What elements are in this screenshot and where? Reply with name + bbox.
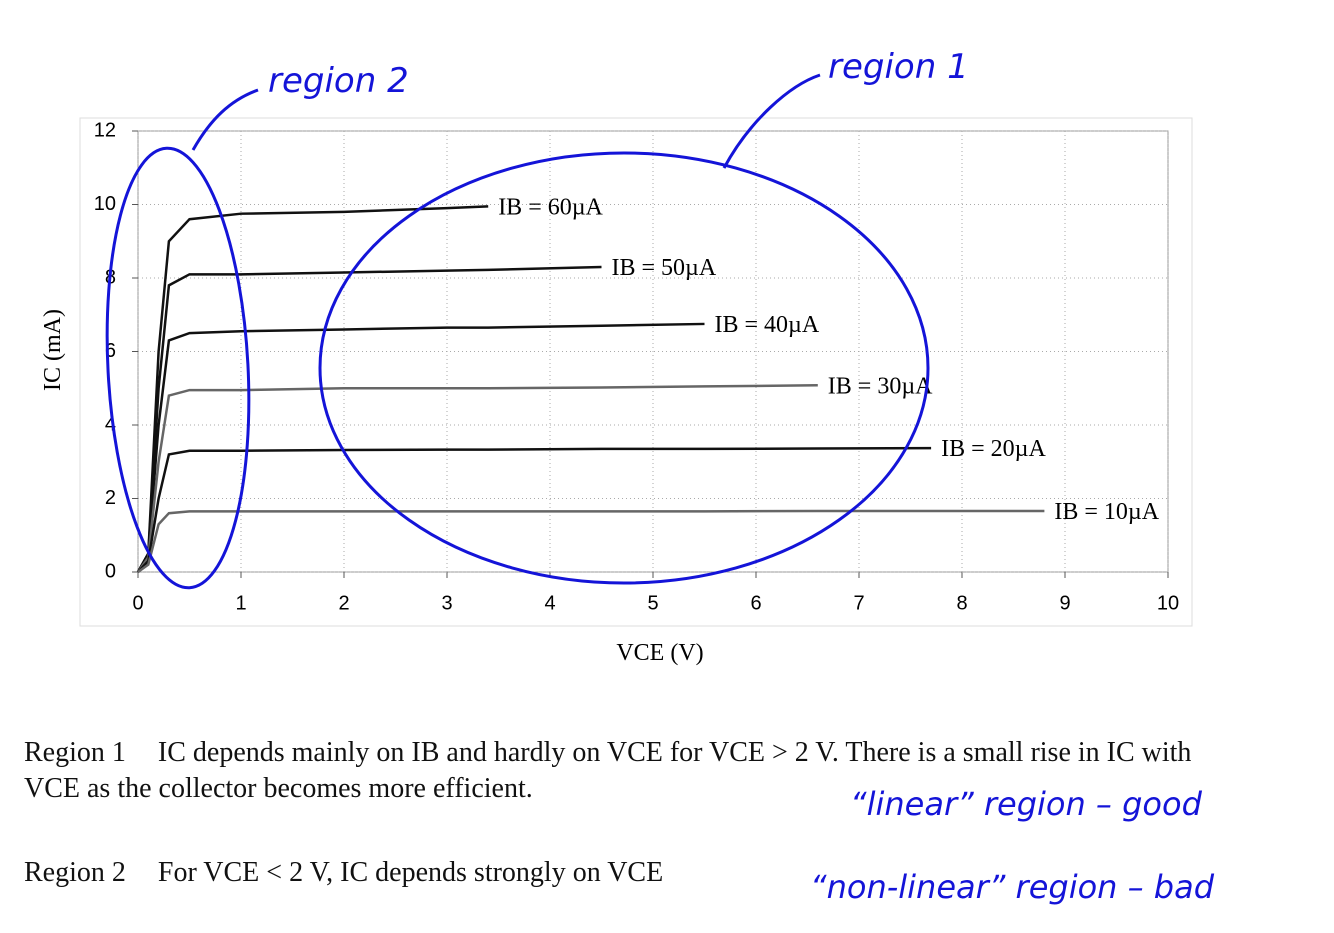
region-2-ellipse (105, 146, 251, 590)
x-tick-label: 7 (853, 592, 864, 614)
series-line (136, 265, 602, 573)
x-axis-label: VCE (V) (616, 640, 703, 666)
y-tick-label: 4 (105, 413, 116, 435)
x-tick-label: 3 (441, 592, 452, 614)
series-label: IB = 60µA (498, 194, 603, 220)
series-line (136, 322, 705, 573)
y-tick-label: 2 (105, 487, 116, 509)
x-tick-label: 9 (1059, 592, 1070, 614)
x-tick-label: 2 (338, 592, 349, 614)
x-tick-label: 8 (956, 592, 967, 614)
handwritten-note: “non-linear” region – bad (810, 868, 1215, 906)
body: IC depends mainly on IB and hardly on VC… (24, 737, 1192, 804)
y-tick-label: 12 (94, 119, 116, 141)
annotation: region 2 (268, 61, 409, 101)
y-tick-label: 6 (105, 340, 116, 362)
leader (722, 73, 821, 169)
handwritten-note: “linear” region – good (850, 785, 1202, 823)
annotation: region 1 (828, 47, 969, 87)
label: Region 1 (24, 737, 126, 768)
paragraph: Region 1 IC depends mainly on IB and hard… (24, 735, 1214, 807)
series-line (137, 509, 1045, 574)
series-label: IB = 30µA (828, 373, 933, 399)
region-1-ellipse (318, 151, 930, 585)
y-tick-label: 0 (105, 560, 116, 582)
series-label: IB = 50µA (612, 255, 717, 281)
body: For VCE < 2 V, IC depends strongly on VC… (157, 857, 664, 888)
leader (191, 88, 259, 151)
chart-frame (79, 117, 1193, 627)
label: Region 2 (24, 857, 126, 888)
series-label: IB = 10µA (1054, 499, 1159, 525)
x-tick-label: 10 (1157, 592, 1179, 614)
series-label: IB = 40µA (715, 312, 820, 338)
x-tick-label: 1 (235, 592, 246, 614)
series-label: IB = 20µA (941, 436, 1046, 462)
x-tick-label: 6 (750, 592, 761, 614)
x-tick-label: 4 (544, 592, 555, 614)
x-tick-label: 5 (647, 592, 658, 614)
y-axis-label: IC (mA) (40, 309, 66, 391)
paragraph: Region 2 For VCE < 2 V, IC depends strong… (24, 855, 1214, 891)
series-line (136, 384, 818, 573)
x-tick-label: 0 (132, 592, 143, 614)
y-tick-label: 10 (94, 193, 116, 215)
